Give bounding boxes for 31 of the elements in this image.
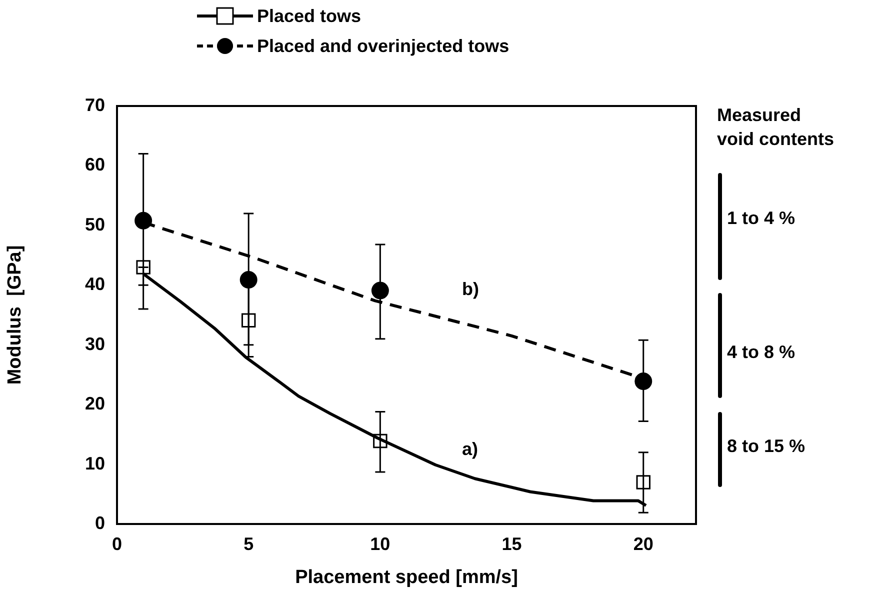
y-tick-label: 0 xyxy=(94,512,105,533)
text: 8 to 15 % xyxy=(727,435,806,458)
point xyxy=(371,282,389,300)
y-tick-label: 70 xyxy=(84,94,105,115)
x-tick-label: 15 xyxy=(502,534,522,554)
annotation: b) xyxy=(462,278,479,301)
y-tick-label: 10 xyxy=(84,453,105,474)
legend-label: Placed and overinjected tows xyxy=(257,36,510,56)
legend-label: Placed tows xyxy=(257,6,362,26)
x-tick-label: 5 xyxy=(244,534,254,554)
y-tick-label: 50 xyxy=(84,214,105,234)
y-tick-label: 20 xyxy=(84,394,105,414)
y-axis-title: Modulus [GPa] xyxy=(4,245,26,385)
text: 1 to 4 % xyxy=(727,207,796,230)
annotation: a) xyxy=(462,438,478,461)
x-tick-label: 10 xyxy=(370,534,390,554)
point xyxy=(241,313,256,328)
text: Measured void contents xyxy=(717,104,834,151)
x-axis-title: Placement speed [mm/s] xyxy=(295,566,518,588)
text: 4 to 8 % xyxy=(727,341,796,364)
x-tick-label: 20 xyxy=(633,534,654,554)
x-tick-label: 0 xyxy=(112,534,122,554)
point xyxy=(136,260,150,274)
y-tick-label: 30 xyxy=(84,334,105,354)
y-tick-label: 60 xyxy=(84,154,105,175)
point xyxy=(373,434,388,448)
point xyxy=(134,212,152,230)
point xyxy=(636,475,650,490)
point xyxy=(634,372,652,390)
point xyxy=(240,271,258,289)
y-tick-label: 40 xyxy=(84,274,105,294)
